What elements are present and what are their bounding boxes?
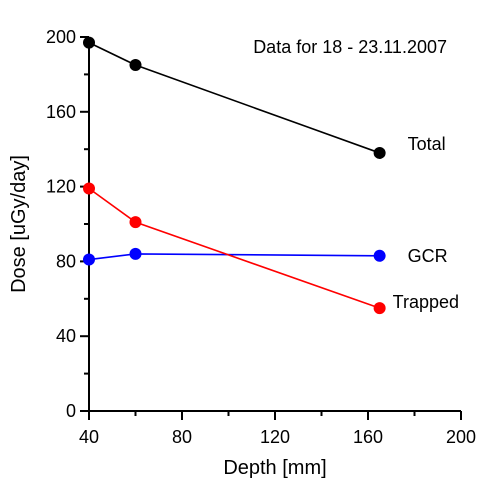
x-tick-label: 80 [172,427,192,447]
x-tick-label: 120 [260,427,290,447]
y-tick-label: 200 [46,27,76,47]
data-point-gcr [373,249,386,262]
series-total: Total [83,36,446,159]
y-tick-label: 0 [66,401,76,421]
series-trapped: Trapped [83,182,459,315]
y-tick-label: 80 [56,251,76,271]
x-tick-label: 160 [353,427,383,447]
x-tick-label: 40 [79,427,99,447]
y-tick-label: 120 [46,177,76,197]
y-tick-label: 160 [46,102,76,122]
data-point-total [373,146,386,159]
data-point-trapped [373,302,386,315]
series-gcr: GCR [83,246,448,266]
series-label-total: Total [408,134,446,154]
series-label-gcr: GCR [408,246,448,266]
y-tick-label: 40 [56,326,76,346]
x-axis-title: Depth [mm] [223,457,326,479]
data-point-total [83,36,95,49]
data-point-trapped [83,182,95,195]
series-line-trapped [88,187,380,309]
data-point-gcr [83,253,95,266]
data-point-total [129,59,142,72]
series-layer: Total GCR Trapped [83,36,459,315]
series-label-trapped: Trapped [393,292,459,312]
x-tick-label: 200 [446,427,476,447]
series-line-total [88,41,380,154]
data-point-gcr [129,247,142,260]
chart-annotation: Data for 18 - 23.11.2007 [253,37,447,57]
data-point-trapped [129,216,142,229]
y-axis-title: Dose [uGy/day] [8,155,30,293]
